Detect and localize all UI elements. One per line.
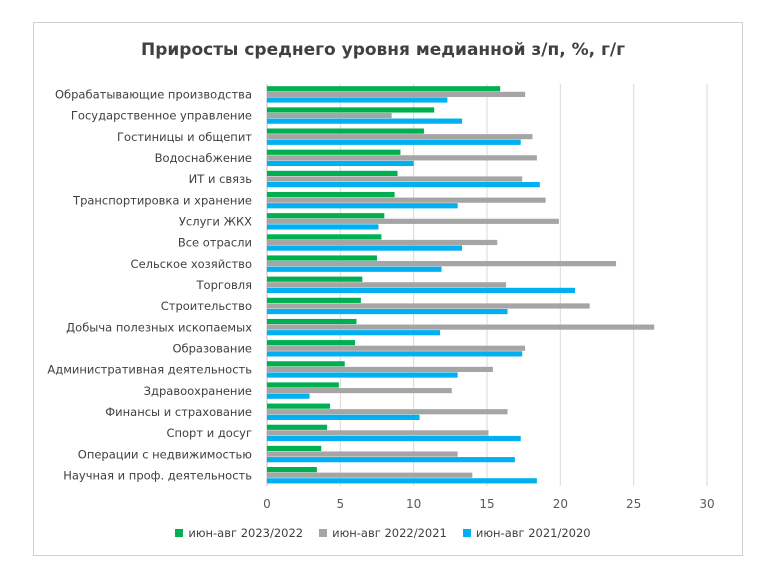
bar [267, 424, 328, 430]
bar [267, 218, 559, 224]
bar [267, 170, 398, 177]
bar [267, 303, 590, 309]
bar [267, 234, 382, 240]
bar [267, 203, 458, 209]
category-label: Научная и проф. деятельность [63, 468, 252, 482]
category-label: Государственное управление [71, 109, 252, 123]
bar [267, 176, 523, 182]
bar [267, 287, 575, 293]
legend-swatch [175, 529, 184, 537]
bar [267, 255, 377, 261]
category-label: Строительство [161, 299, 252, 313]
category-label: Услуги ЖКХ [179, 215, 252, 229]
bar [267, 224, 379, 230]
legend-item: июн-авг 2022/2021 [319, 526, 447, 540]
bar [267, 340, 355, 346]
bar [267, 118, 463, 124]
bar [267, 112, 392, 119]
bar [267, 351, 523, 357]
bar [267, 213, 385, 219]
category-label: Торговля [196, 278, 252, 292]
bar [267, 308, 508, 315]
x-tick-label: 30 [699, 497, 714, 511]
bar [267, 451, 458, 457]
legend-swatch [319, 529, 328, 537]
bar [267, 445, 322, 452]
legend-item: июн-авг 2021/2020 [462, 526, 591, 540]
bar [267, 276, 363, 282]
category-label: Добыча полезных ископаемых [66, 320, 252, 334]
bar [267, 261, 617, 267]
bar [267, 128, 424, 134]
legend-label: июн-авг 2022/2021 [332, 526, 447, 540]
bar [267, 282, 507, 288]
bar [267, 191, 395, 198]
bar [267, 393, 310, 399]
legend-label: июн-авг 2021/2020 [475, 526, 591, 540]
chart-title: Приросты среднего уровня медианной з/п, … [140, 40, 626, 60]
legend: июн-авг 2023/2022 июн-авг 2022/2021 июн-ав… [0, 526, 766, 540]
x-tick-label: 25 [626, 497, 641, 511]
bar [267, 318, 357, 325]
category-label: Обрабатывающие производства [55, 88, 252, 102]
bar [267, 197, 546, 203]
category-label: ИТ и связь [189, 172, 253, 186]
category-label: Административная деятельность [47, 363, 252, 377]
bar [267, 245, 463, 251]
legend-label: июн-авг 2023/2022 [188, 526, 304, 540]
bar [267, 149, 401, 155]
legend-swatch [462, 529, 471, 537]
category-label: Все отрасли [178, 236, 252, 250]
bar [267, 478, 537, 484]
bar [267, 457, 515, 463]
bar [267, 330, 441, 336]
category-label: Спорт и досуг [166, 426, 252, 440]
x-tick-label: 10 [406, 497, 421, 511]
bar [267, 86, 501, 92]
category-label: Гостиницы и общепит [117, 130, 252, 144]
bar [267, 139, 521, 145]
bar [267, 435, 521, 442]
category-label: Водоснабжение [155, 151, 252, 165]
bar [267, 345, 526, 351]
x-tick-label: 0 [263, 497, 271, 511]
bar [267, 97, 448, 103]
bar [267, 155, 537, 161]
x-tick-label: 5 [337, 497, 345, 511]
bar [267, 366, 493, 373]
bar [267, 472, 473, 478]
category-label: Сельское хозяйство [131, 257, 252, 271]
bar [267, 324, 655, 330]
category-label: Транспортировка и хранение [72, 193, 252, 207]
category-label: Здравоохранение [144, 384, 252, 398]
bar [267, 361, 345, 367]
bar [267, 430, 489, 436]
legend-item: июн-авг 2023/2022 [175, 526, 303, 540]
bar [267, 414, 420, 420]
bar [267, 266, 442, 272]
bar [267, 107, 435, 113]
category-label: Финансы и страхование [105, 405, 252, 419]
category-label: Образование [172, 341, 252, 355]
bar [267, 134, 533, 140]
bar [267, 182, 540, 188]
bar [267, 160, 414, 167]
bar [267, 239, 498, 246]
bar [267, 403, 331, 409]
bar [267, 467, 317, 473]
category-label: Операции с недвижимостью [78, 447, 253, 461]
bar [267, 409, 508, 415]
bar [267, 387, 452, 394]
x-tick-label: 20 [553, 497, 568, 511]
bar [267, 91, 526, 97]
x-tick-label: 15 [479, 497, 494, 511]
bar [267, 372, 458, 378]
bar [267, 297, 361, 303]
bar [267, 382, 339, 388]
